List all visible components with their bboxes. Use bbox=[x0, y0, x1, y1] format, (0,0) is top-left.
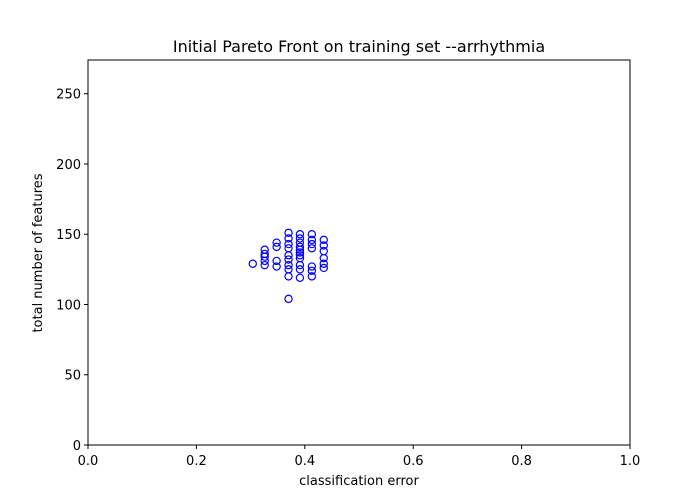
data-point bbox=[295, 260, 305, 270]
x-tick-label: 0.8 bbox=[511, 454, 532, 469]
y-tick-label: 250 bbox=[56, 88, 81, 103]
data-point bbox=[307, 244, 317, 253]
x-axis-label: classification error bbox=[299, 474, 419, 489]
data-point bbox=[319, 241, 328, 250]
data-point bbox=[284, 239, 293, 249]
y-tick-label: 200 bbox=[56, 158, 81, 173]
data-point bbox=[260, 260, 269, 270]
data-point bbox=[260, 256, 269, 266]
chart-title: Initial Pareto Front on training set --a… bbox=[173, 37, 545, 56]
data-point bbox=[272, 262, 281, 271]
y-tick-label: 100 bbox=[56, 298, 81, 313]
data-point bbox=[307, 239, 317, 249]
data-point bbox=[295, 230, 305, 239]
data-point bbox=[284, 272, 293, 281]
data-point bbox=[284, 260, 293, 270]
x-tick-label: 0.4 bbox=[294, 454, 315, 469]
data-point bbox=[319, 263, 328, 273]
data-point bbox=[284, 251, 293, 260]
data-point bbox=[319, 259, 328, 268]
y-axis-ticks: 0 50 100 150 200 250 bbox=[56, 88, 88, 454]
x-tick-label: 0.0 bbox=[78, 454, 99, 469]
data-point bbox=[295, 248, 305, 257]
data-point bbox=[284, 294, 293, 304]
data-point bbox=[307, 266, 317, 275]
data-point bbox=[272, 238, 281, 247]
y-tick-label: 150 bbox=[56, 228, 81, 243]
data-point bbox=[319, 235, 328, 245]
x-tick-label: 0.6 bbox=[403, 454, 424, 469]
data-point bbox=[272, 256, 281, 266]
data-points bbox=[248, 228, 328, 304]
y-tick-label: 50 bbox=[64, 369, 81, 384]
data-point bbox=[307, 230, 317, 239]
data-point bbox=[295, 265, 305, 274]
data-point bbox=[260, 252, 269, 261]
data-point bbox=[284, 255, 293, 264]
data-point bbox=[284, 234, 293, 243]
data-point bbox=[295, 234, 305, 243]
data-point bbox=[284, 265, 293, 274]
data-point bbox=[307, 262, 317, 271]
x-tick-label: 0.2 bbox=[186, 454, 207, 469]
plot-frame bbox=[87, 59, 631, 446]
data-point bbox=[295, 245, 305, 254]
data-point bbox=[295, 242, 305, 252]
data-point bbox=[248, 259, 257, 268]
y-tick-label: 0 bbox=[73, 439, 81, 454]
data-point bbox=[284, 244, 293, 253]
data-point bbox=[295, 273, 305, 282]
data-point bbox=[272, 242, 281, 252]
y-axis-label: total number of features bbox=[31, 173, 46, 332]
x-tick-label: 1.0 bbox=[620, 454, 641, 469]
data-point bbox=[295, 251, 305, 260]
data-point bbox=[319, 253, 328, 263]
data-point bbox=[307, 272, 317, 281]
data-point bbox=[307, 235, 317, 245]
x-axis-ticks: 0.0 0.2 0.4 0.6 0.8 1.0 bbox=[78, 445, 641, 469]
data-point bbox=[284, 228, 293, 238]
